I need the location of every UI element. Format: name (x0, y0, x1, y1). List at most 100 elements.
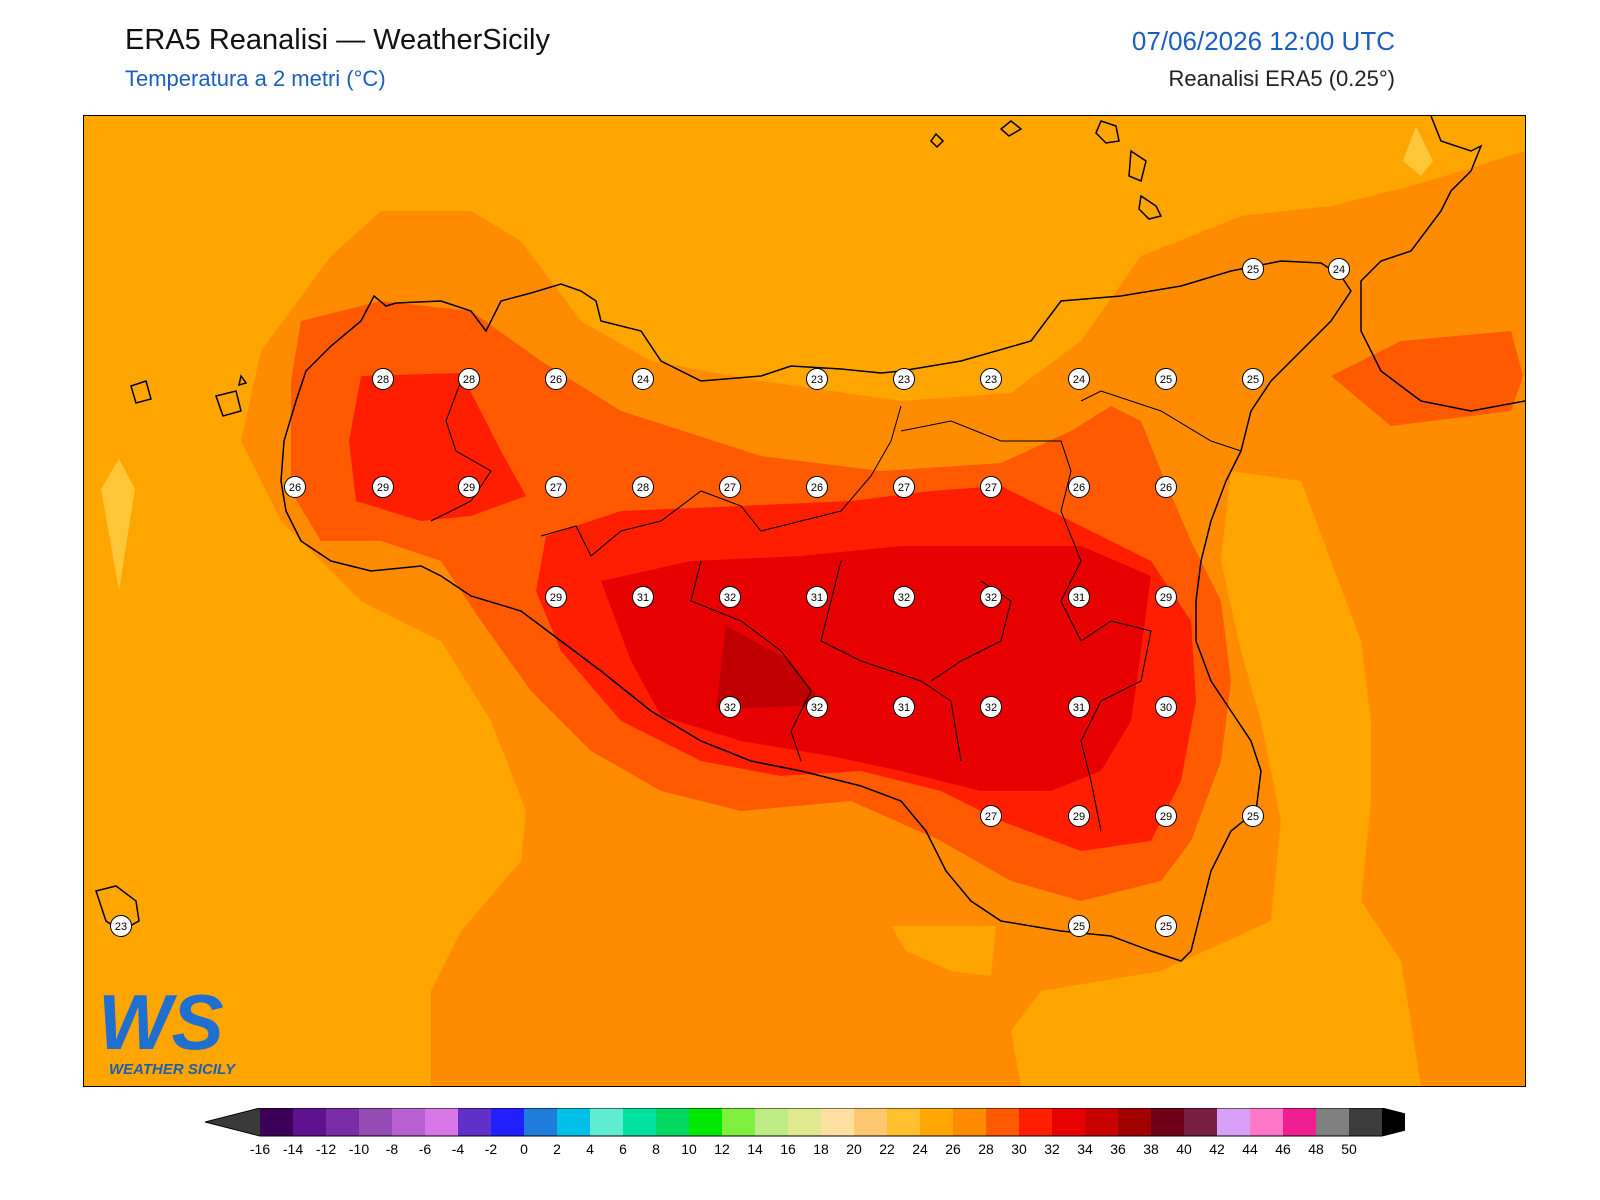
station-marker (893, 696, 915, 718)
colorbar-tick-label: 32 (1044, 1141, 1060, 1157)
colorbar-swatch (359, 1108, 392, 1136)
station-marker (632, 368, 654, 390)
station-value: 32 (898, 592, 910, 604)
colorbar-swatch (1349, 1108, 1382, 1136)
colorbar-tick-label: 34 (1077, 1141, 1093, 1157)
station-marker (545, 586, 567, 608)
station-marker (1155, 915, 1177, 937)
field-18-west (101, 459, 135, 591)
colorbar-swatch (392, 1108, 425, 1136)
colorbar-swatch (953, 1108, 986, 1136)
colorbar-swatch (491, 1108, 524, 1136)
colorbar-tick-label: -4 (452, 1141, 465, 1157)
colorbar-tick-label: 42 (1209, 1141, 1225, 1157)
field-18-ne (1403, 126, 1433, 176)
station-marker (1242, 805, 1264, 827)
station-marker (1068, 476, 1090, 498)
colorbar-swatch (986, 1108, 1019, 1136)
colorbar-tick-label: 36 (1110, 1141, 1126, 1157)
station-marker (980, 696, 1002, 718)
station-marker (893, 368, 915, 390)
station-value: 32 (985, 592, 997, 604)
colorbar-swatch (755, 1108, 788, 1136)
colorbar-tick-label: 46 (1275, 1141, 1291, 1157)
map-canvas: WS WEATHER SICILY 28 28 26 24 23 23 23 24 25 25 25… (84, 116, 1525, 1086)
aeolian-islands (930, 120, 1163, 220)
field-30 (601, 546, 1151, 791)
station-value: 31 (898, 702, 910, 714)
station-value: 28 (463, 374, 475, 386)
station-value: 31 (1073, 592, 1085, 604)
colorbar-swatch (920, 1108, 953, 1136)
station-value: 23 (898, 374, 910, 386)
station-marker (545, 476, 567, 498)
station-marker (458, 368, 480, 390)
station-value: 27 (985, 482, 997, 494)
station-value: 27 (985, 811, 997, 823)
station-marker (806, 586, 828, 608)
colorbar-tick-label: 20 (846, 1141, 862, 1157)
station-value: 27 (724, 482, 736, 494)
field-32 (716, 626, 821, 709)
colorbar-extend-min (205, 1108, 260, 1136)
egadi-islands (130, 374, 248, 417)
colorbar-tick-label: -12 (316, 1141, 336, 1157)
logo-main-text: WS (98, 978, 224, 1066)
colorbar-swatch (1250, 1108, 1283, 1136)
sicily-coastline (280, 260, 1352, 962)
data-source: Reanalisi ERA5 (0.25°) (1168, 66, 1395, 91)
weathersicily-logo: WS WEATHER SICILY (98, 978, 237, 1078)
station-marker (632, 476, 654, 498)
station-value: 24 (1073, 374, 1085, 386)
field-24-sw-hole (891, 926, 996, 976)
colorbar-tick-label: 26 (945, 1141, 961, 1157)
colorbar-swatch (854, 1108, 887, 1136)
colorbar-tick-label: 2 (553, 1141, 561, 1157)
station-markers: 28 28 26 24 23 23 23 24 25 25 25 24 26 29 29 27 28 27 26 27… (110, 258, 1350, 937)
colorbar-swatch (326, 1108, 359, 1136)
station-value: 25 (1247, 264, 1259, 276)
station-value: 27 (898, 482, 910, 494)
station-marker (1242, 368, 1264, 390)
station-value: 31 (1073, 702, 1085, 714)
colorbar-tick-label: 0 (520, 1141, 528, 1157)
station-value: 28 (377, 374, 389, 386)
colorbar-tick-label: 22 (879, 1141, 895, 1157)
station-marker (719, 476, 741, 498)
station-marker (1155, 696, 1177, 718)
station-marker (1242, 258, 1264, 280)
station-marker (893, 476, 915, 498)
colorbar-swatch (887, 1108, 920, 1136)
colorbar-tick-label: 50 (1341, 1141, 1357, 1157)
station-marker (545, 368, 567, 390)
colorbar-swatch (1151, 1108, 1184, 1136)
station-marker (719, 586, 741, 608)
pantelleria-island (95, 885, 140, 932)
colorbar-svg: -16 -14 -12 -10 -8 -6 -4 -2 0 2 4 6 8 10 12 14 16 18 20 22 2… (204, 1107, 1438, 1157)
station-marker (1155, 476, 1177, 498)
colorbar-swatch (260, 1108, 293, 1136)
colorbar: -16 -14 -12 -10 -8 -6 -4 -2 0 2 4 6 8 10 12 14 16 18 20 22 2… (204, 1107, 1438, 1168)
colorbar-tick-label: 18 (813, 1141, 829, 1157)
station-value: 32 (985, 702, 997, 714)
station-value: 25 (1073, 921, 1085, 933)
colorbar-swatch (557, 1108, 590, 1136)
station-marker (893, 586, 915, 608)
station-value: 29 (377, 482, 389, 494)
station-marker (980, 805, 1002, 827)
field-26-east (1331, 331, 1523, 426)
station-value: 24 (1333, 264, 1345, 276)
colorbar-swatch (656, 1108, 689, 1136)
valid-datetime: 07/06/2026 12:00 UTC (1131, 26, 1395, 56)
colorbar-tick-label: 14 (747, 1141, 763, 1157)
colorbar-tick-label: 38 (1143, 1141, 1159, 1157)
colorbar-swatch (425, 1108, 458, 1136)
station-value: 25 (1247, 811, 1259, 823)
colorbar-swatch (788, 1108, 821, 1136)
colorbar-tick-label: 48 (1308, 1141, 1324, 1157)
colorbar-swatch (1052, 1108, 1085, 1136)
station-marker (806, 696, 828, 718)
colorbar-tick-label: 16 (780, 1141, 796, 1157)
colorbar-tick-label: -8 (386, 1141, 399, 1157)
station-marker (980, 476, 1002, 498)
